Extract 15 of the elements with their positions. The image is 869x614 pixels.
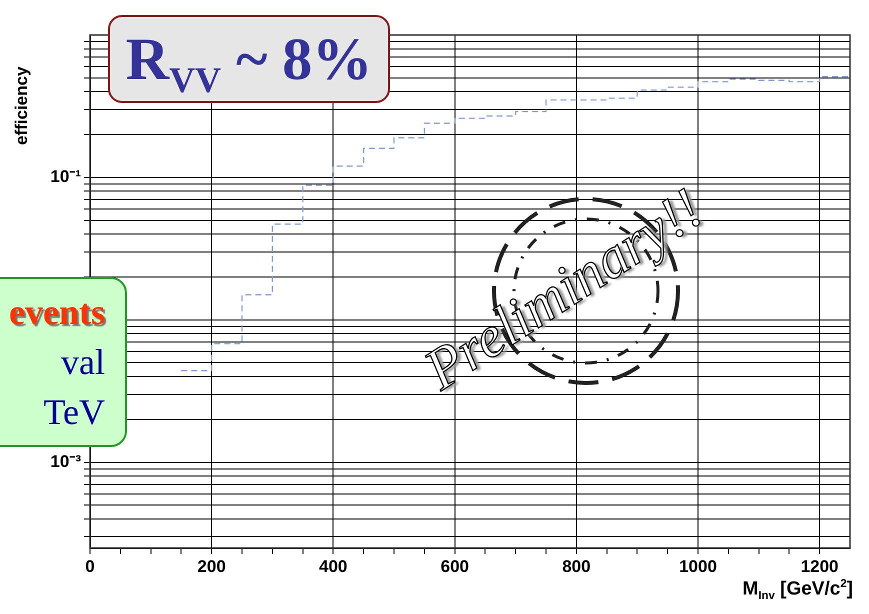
annotation: R$_{VV}$ ~ 8% <box>108 15 390 103</box>
y-tick-label: 10⁻³ <box>50 452 82 471</box>
annotation: val <box>60 341 105 384</box>
x-tick-label: 800 <box>562 556 591 576</box>
x-tick-label: 400 <box>319 556 348 576</box>
x-tick-label: 1000 <box>679 556 717 576</box>
annotation: events <box>8 291 105 334</box>
x-tick-label: 0 <box>85 556 95 576</box>
x-tick-label: 1200 <box>800 556 839 576</box>
y-tick-label: 10⁻¹ <box>50 167 82 186</box>
x-axis-title: M$_{Inv}$ [GeV/c$^{2}$] <box>742 578 853 602</box>
x-tick-label: 600 <box>440 556 469 576</box>
y-axis-title: efficiency <box>12 66 32 145</box>
annotation: TeV <box>42 391 105 434</box>
x-tick-label: 200 <box>197 556 226 576</box>
